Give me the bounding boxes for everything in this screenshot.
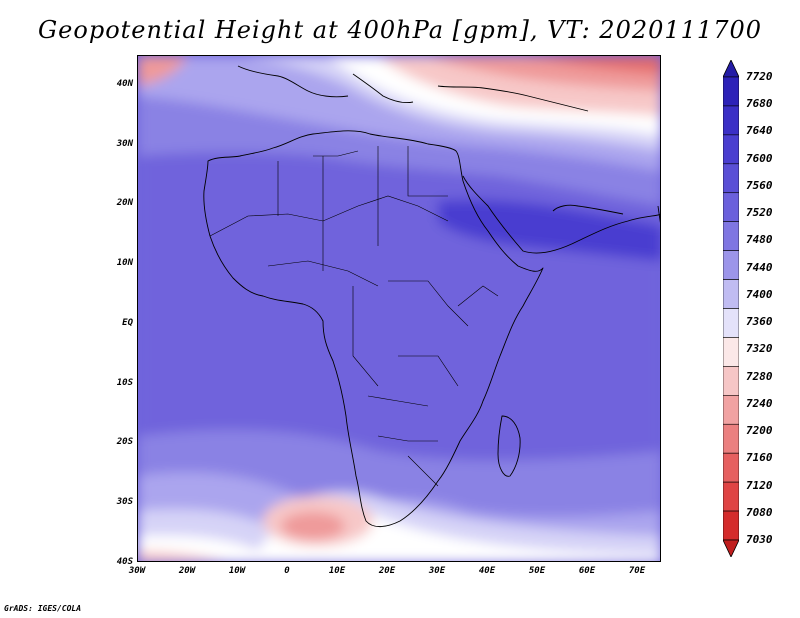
gulf-coast — [552, 204, 624, 215]
colorbar-band — [723, 366, 739, 396]
lat-tick-label: 20N — [116, 198, 133, 209]
colorbar — [723, 60, 739, 557]
lon-tick-label: 60E — [578, 566, 596, 576]
colorbar-band — [723, 192, 739, 222]
map-panel — [137, 55, 661, 562]
lon-tick-label: 0 — [284, 566, 290, 576]
country-borders — [209, 146, 499, 487]
colorbar-label: 7440 — [746, 260, 773, 274]
lat-tick-label: EQ — [122, 317, 133, 328]
colorbar-label: 7080 — [746, 505, 773, 519]
angola-zambia-border — [367, 395, 429, 407]
colorbar-label: 7720 — [746, 70, 773, 83]
italy-coast — [352, 73, 414, 104]
grads-credit: GrADS: IGES/COLA — [4, 604, 82, 613]
arabia-coast — [462, 175, 660, 254]
colorbar-band — [723, 134, 739, 165]
tanzania-border — [398, 355, 459, 387]
colorbar-band — [723, 510, 739, 541]
lon-tick-label: 70E — [628, 566, 646, 576]
colorbar-bottom-arrow — [723, 539, 739, 557]
ethiopia-kenya-border — [457, 285, 499, 307]
india-coast — [657, 205, 660, 223]
namibia-botswana-border — [377, 435, 438, 442]
lat-tick-label: 40N — [116, 79, 133, 89]
colorbar-band — [723, 481, 739, 512]
madagascar-coast — [497, 415, 521, 477]
colorbar-band — [723, 395, 739, 425]
colorbar-band — [723, 76, 739, 107]
lon-tick-label: 40E — [478, 566, 496, 576]
colorbar-band — [723, 105, 739, 136]
lat-tick-label: 40S — [116, 556, 133, 567]
coastlines — [203, 65, 660, 528]
geopotential-field — [138, 56, 660, 561]
south-africa-border — [407, 455, 439, 487]
colorbar-label: 7520 — [746, 206, 773, 220]
lon-tick-label: 30E — [428, 566, 446, 576]
map-canvas — [138, 56, 660, 561]
lon-tick-label: 20W — [178, 566, 196, 576]
gulf-of-guinea-border — [267, 260, 379, 287]
colorbar-label: 7480 — [746, 233, 773, 247]
colorbar-label: 7600 — [746, 151, 773, 165]
colorbar-band — [723, 279, 739, 309]
congo-border — [352, 286, 379, 387]
colorbar-label: 7320 — [746, 342, 773, 356]
egypt-border — [407, 146, 448, 197]
lon-tick-label: 30W — [128, 566, 146, 576]
lon-tick-label: 50E — [528, 566, 546, 576]
colorbar-label: 7400 — [746, 287, 773, 301]
colorbar-band — [723, 337, 739, 367]
colorbar-label: 7160 — [746, 451, 773, 465]
colorbar-label: 7680 — [746, 97, 773, 111]
colorbar-label: 7200 — [746, 424, 773, 438]
colorbar-band — [723, 221, 739, 251]
turkey-coast — [437, 85, 589, 112]
lon-tick-label: 10W — [228, 566, 246, 576]
colorbar-label: 7640 — [746, 124, 773, 138]
lat-tick-label: 30S — [116, 496, 133, 507]
colorbar-band — [723, 163, 739, 194]
colorbar-top-arrow — [723, 60, 739, 78]
lat-tick-label: 10S — [116, 377, 133, 388]
central-africa-border — [388, 280, 469, 327]
colorbar-label: 7120 — [746, 478, 773, 492]
lat-tick-label: 20S — [116, 437, 133, 448]
field-sw-corner — [138, 551, 221, 561]
colorbar-label: 7030 — [746, 533, 773, 546]
field-band-7240 — [518, 56, 660, 74]
colorbar-label: 7560 — [746, 178, 773, 192]
colorbar-band — [723, 308, 739, 338]
iberia-coast — [237, 65, 349, 98]
colorbar-label: 7240 — [746, 396, 773, 410]
colorbar-label: 7360 — [746, 315, 773, 329]
colorbar-band — [723, 250, 739, 280]
lat-tick-label: 10N — [116, 258, 133, 269]
tunisia-border — [313, 150, 359, 157]
lon-tick-label: 10E — [328, 566, 346, 576]
colorbar-band — [723, 423, 739, 454]
colorbar-band — [723, 452, 739, 483]
colorbar-label: 7280 — [746, 369, 773, 383]
sahel-border — [209, 195, 449, 237]
field-nw-corner — [138, 56, 188, 86]
africa-coastline — [203, 130, 544, 528]
plot-title: Geopotential Height at 400hPa [gpm], VT:… — [38, 16, 762, 44]
lon-tick-label: 20E — [378, 566, 396, 576]
field-south-7360 — [138, 508, 660, 561]
field-south-low-inner — [281, 512, 345, 540]
field-arabia-high — [438, 199, 660, 261]
lat-tick-label: 30N — [116, 138, 133, 149]
